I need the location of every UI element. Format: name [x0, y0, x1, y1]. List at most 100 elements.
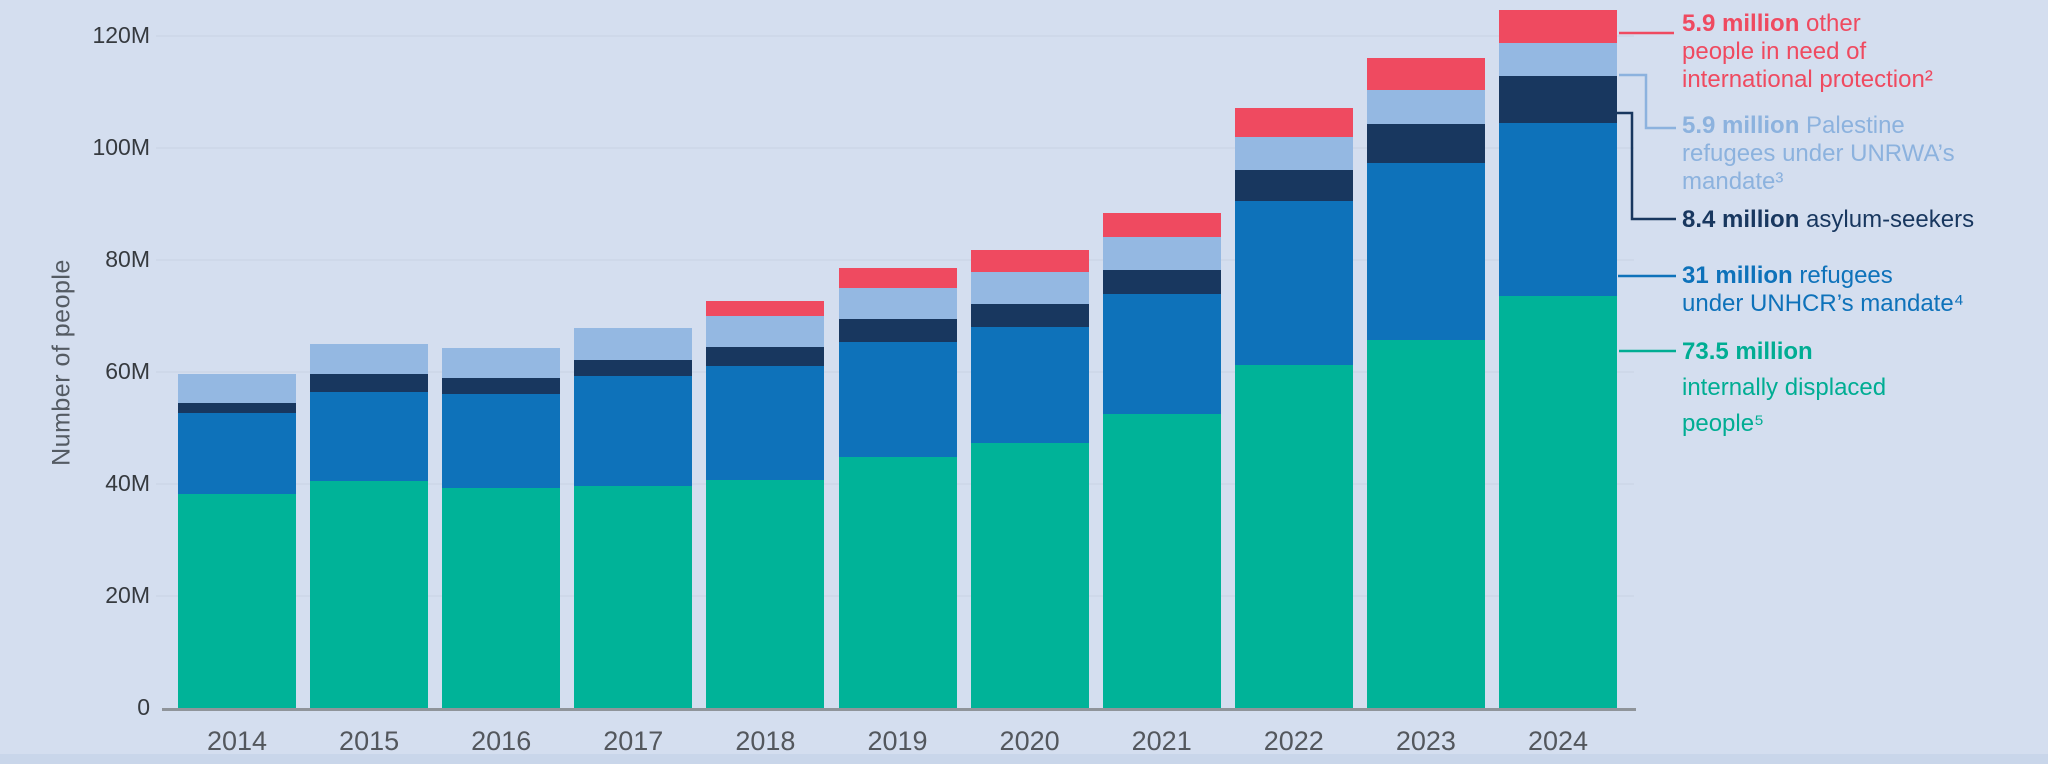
segment-refugees-under-unhcr-s-mandate-2020	[970, 326, 1089, 444]
bar-2024	[1499, 9, 1617, 708]
segment-asylum-seekers-2018	[706, 346, 825, 367]
y-tick-label-120M: 120M	[92, 22, 150, 48]
gridline-120M	[156, 35, 1634, 37]
legend-line: under UNHCR’s mandate⁴	[1682, 290, 1964, 317]
segment-asylum-seekers-2016	[442, 377, 561, 394]
x-tick-label-2016: 2016	[471, 726, 532, 756]
bar-2022	[1234, 108, 1353, 708]
segment-asylum-seekers-2023	[1366, 123, 1485, 163]
legend-entry-idp: 73.5 million internally displaced people…	[1682, 338, 2048, 438]
bar-2021	[1102, 212, 1221, 708]
bar-2015	[310, 344, 429, 708]
legend-line: people⁵	[1682, 410, 1765, 437]
segment-refugees-under-unhcr-s-mandate-2015	[310, 391, 429, 482]
segment-refugees-under-unhcr-s-mandate-2018	[706, 366, 825, 481]
segment-asylum-seekers-2022	[1234, 169, 1353, 201]
legend-line: 5.9 million Palestine	[1682, 112, 1905, 139]
segment-palestine-refugees-under-unrwa-s-mandate-2018	[706, 316, 825, 347]
segment-other-people-in-need-of-international-protection-2018	[706, 301, 825, 316]
segment-asylum-seekers-2019	[838, 319, 957, 343]
segment-palestine-refugees-under-unrwa-s-mandate-2024	[1499, 42, 1617, 76]
segment-refugees-under-unhcr-s-mandate-2021	[1102, 294, 1221, 414]
x-tick-label-2017: 2017	[603, 726, 664, 756]
y-tick-label-80M: 80M	[105, 246, 150, 272]
y-tick-label-0: 0	[137, 694, 150, 720]
legend-line: internally displaced	[1682, 374, 1887, 401]
x-tick-label-2018: 2018	[735, 726, 796, 756]
legend-line: international protection²	[1682, 66, 1933, 93]
y-tick-label-100M: 100M	[92, 134, 150, 160]
segment-internally-displaced-people-2019	[838, 456, 957, 708]
x-tick-label-2023: 2023	[1395, 726, 1456, 756]
segment-refugees-under-unhcr-s-mandate-2019	[838, 342, 957, 457]
legend-entry-asylum: 8.4 million asylum-seekers	[1682, 206, 2048, 234]
segment-refugees-under-unhcr-s-mandate-2014	[178, 413, 296, 495]
segment-palestine-refugees-under-unrwa-s-mandate-2023	[1366, 90, 1485, 124]
segment-internally-displaced-people-2021	[1102, 413, 1221, 708]
x-tick-label-2021: 2021	[1131, 726, 1192, 756]
segment-asylum-seekers-2017	[574, 359, 693, 377]
legend-line: people in need of	[1682, 38, 1867, 65]
legend-line: mandate³	[1682, 168, 1784, 195]
leader-line-unrwa	[1619, 73, 1676, 130]
x-tick-label-2020: 2020	[999, 726, 1060, 756]
x-axis-line	[162, 708, 1636, 711]
bar-2017	[574, 328, 693, 708]
segment-refugees-under-unhcr-s-mandate-2022	[1234, 200, 1353, 366]
bar-2018	[706, 301, 825, 708]
segment-internally-displaced-people-2014	[178, 494, 296, 708]
y-tick-label-40M: 40M	[105, 470, 150, 496]
bottom-edge-strip	[0, 754, 2048, 764]
legend-entry-unrwa: 5.9 million Palestine refugees under UNR…	[1682, 112, 2048, 196]
legend-line: 73.5 million	[1682, 338, 1813, 365]
segment-other-people-in-need-of-international-protection-2020	[970, 250, 1089, 272]
y-tick-label-20M: 20M	[105, 582, 150, 608]
segment-other-people-in-need-of-international-protection-2022	[1234, 108, 1353, 138]
x-tick-label-2014: 2014	[206, 726, 268, 756]
segment-asylum-seekers-2021	[1102, 269, 1221, 295]
legend-line: refugees under UNRWA’s	[1682, 140, 1955, 167]
segment-internally-displaced-people-2020	[970, 443, 1089, 708]
bar-2023	[1366, 57, 1485, 708]
segment-palestine-refugees-under-unrwa-s-mandate-2015	[310, 344, 429, 374]
segment-asylum-seekers-2024	[1499, 75, 1617, 123]
segment-refugees-under-unhcr-s-mandate-2016	[442, 393, 561, 489]
segment-palestine-refugees-under-unrwa-s-mandate-2016	[442, 347, 561, 378]
x-tick-label-2024: 2024	[1527, 726, 1589, 756]
segment-asylum-seekers-2015	[310, 373, 429, 392]
legend-line: 31 million refugees	[1682, 262, 1893, 289]
bar-2016	[442, 347, 561, 708]
segment-other-people-in-need-of-international-protection-2023	[1366, 57, 1485, 91]
segment-palestine-refugees-under-unrwa-s-mandate-2019	[838, 288, 957, 320]
segment-refugees-under-unhcr-s-mandate-2023	[1366, 162, 1485, 340]
legend-entry-unhcr: 31 million refugees under UNHCR’s mandat…	[1682, 262, 2048, 318]
bar-2020	[970, 250, 1089, 708]
segment-palestine-refugees-under-unrwa-s-mandate-2017	[574, 328, 693, 360]
segment-internally-displaced-people-2024	[1499, 296, 1617, 708]
segment-internally-displaced-people-2017	[574, 486, 693, 708]
legend-line: 5.9 million other	[1682, 10, 1861, 37]
segment-internally-displaced-people-2015	[310, 481, 429, 708]
segment-asylum-seekers-2020	[970, 304, 1089, 327]
y-tick-label-60M: 60M	[105, 358, 150, 384]
segment-refugees-under-unhcr-s-mandate-2024	[1499, 122, 1617, 297]
gridline-80M	[156, 259, 1634, 261]
segment-palestine-refugees-under-unrwa-s-mandate-2020	[970, 271, 1089, 305]
segment-internally-displaced-people-2023	[1366, 339, 1485, 708]
segment-palestine-refugees-under-unrwa-s-mandate-2014	[178, 374, 296, 404]
x-tick-label-2015: 2015	[339, 726, 400, 756]
bar-2019	[838, 267, 957, 708]
segment-other-people-in-need-of-international-protection-2024	[1499, 9, 1617, 43]
segment-internally-displaced-people-2022	[1234, 365, 1353, 708]
segment-internally-displaced-people-2016	[442, 488, 561, 708]
segment-refugees-under-unhcr-s-mandate-2017	[574, 376, 693, 487]
legend-entry-other: 5.9 million other people in need of inte…	[1682, 10, 2048, 94]
segment-internally-displaced-people-2018	[706, 480, 825, 708]
leader-line-asylum	[1617, 111, 1676, 221]
legend-line: 8.4 million asylum-seekers	[1682, 206, 1975, 233]
gridline-100M	[156, 147, 1634, 149]
segment-asylum-seekers-2014	[178, 403, 296, 414]
segment-other-people-in-need-of-international-protection-2021	[1102, 212, 1221, 238]
segment-palestine-refugees-under-unrwa-s-mandate-2021	[1102, 237, 1221, 270]
